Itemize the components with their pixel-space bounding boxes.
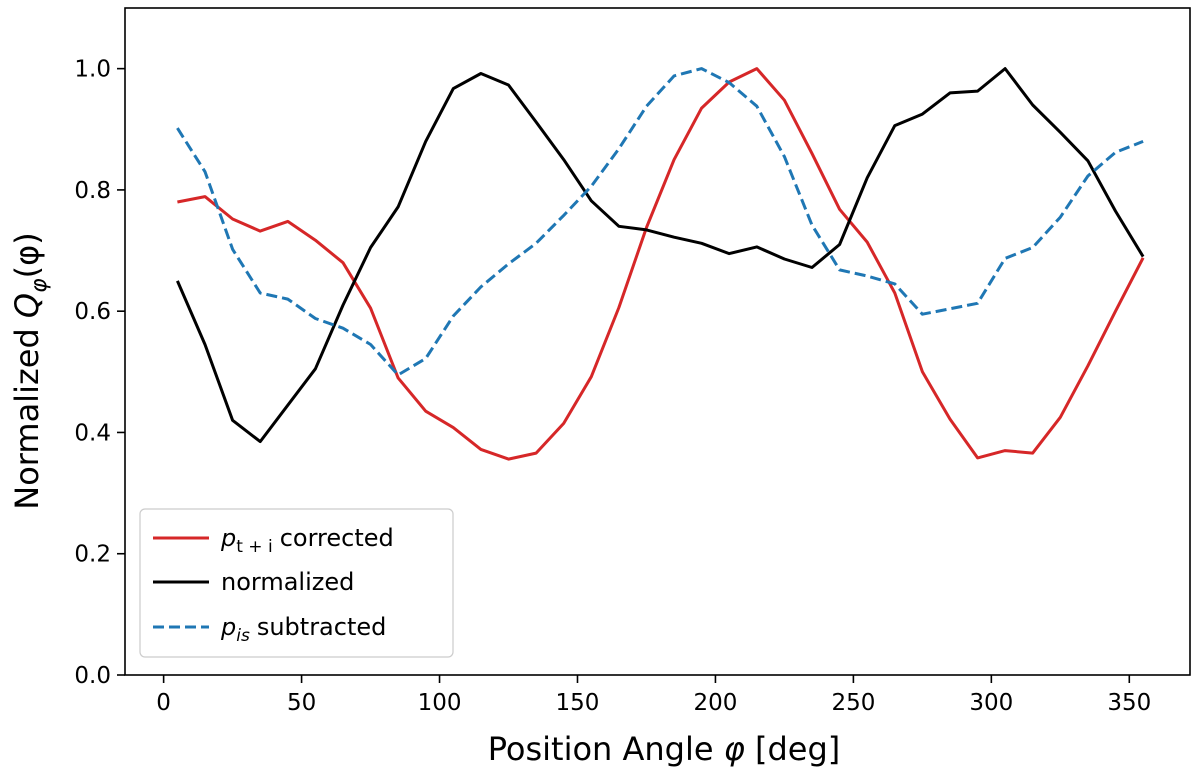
x-tick-label: 350 (1107, 690, 1151, 716)
x-tick-label: 100 (418, 690, 462, 716)
y-axis-label-argument: (φ) (8, 232, 46, 278)
x-axis-label-text: Position Angle (488, 730, 724, 768)
y-tick-label: 1.0 (74, 57, 111, 83)
legend-label-subtracted-symbol: p (220, 613, 236, 641)
y-axis-label-subscript: φ (27, 278, 52, 293)
y-axis-label-q: Q (8, 293, 46, 318)
legend-label-corrected-subscript: t + i (236, 537, 272, 557)
x-tick-label: 300 (969, 690, 1013, 716)
series-line-corrected (177, 67, 1145, 461)
series-line-subtracted (176, 67, 1144, 377)
y-axis-label: Normalized Qφ(φ) (8, 232, 52, 509)
x-tick-label: 50 (287, 690, 316, 716)
y-axis-label-text: Normalized (8, 318, 46, 510)
x-axis-ticks: 0 50 100 150 200 250 300 350 (156, 675, 1151, 716)
x-axis-label: Position Angle φ [deg] (488, 730, 841, 768)
legend-label-corrected-symbol: p (220, 524, 236, 552)
x-tick-label: 200 (693, 690, 737, 716)
x-tick-label: 250 (831, 690, 875, 716)
y-tick-label: 0.8 (74, 178, 111, 204)
legend-box (139, 508, 454, 658)
x-axis-label-symbol: φ (724, 730, 745, 768)
legend-label-subtracted: pis subtracted (220, 613, 386, 646)
y-axis-ticks: 0.0 0.2 0.4 0.6 0.8 1.0 (74, 57, 125, 689)
legend-label-corrected: pt + i corrected (220, 524, 394, 557)
plot-frame (124, 7, 1191, 676)
legend-label-subtracted-subscript: is (236, 626, 250, 646)
series-line-normalized (176, 67, 1145, 444)
legend-label-normalized: normalized (221, 568, 354, 596)
legend-label-subtracted-text: subtracted (257, 613, 387, 641)
series-lines (176, 67, 1145, 461)
y-tick-label: 0.6 (74, 299, 111, 325)
y-tick-label: 0.4 (74, 420, 111, 446)
legend-label-corrected-text: corrected (280, 524, 394, 552)
y-tick-label: 0.2 (74, 542, 111, 568)
legend: pt + i corrected normalized pis subtracted (139, 508, 454, 658)
x-axis-label-unit: [deg] (745, 730, 840, 768)
x-tick-label: 150 (556, 690, 600, 716)
y-tick-label: 0.0 (74, 663, 111, 689)
x-tick-label: 0 (156, 690, 171, 716)
